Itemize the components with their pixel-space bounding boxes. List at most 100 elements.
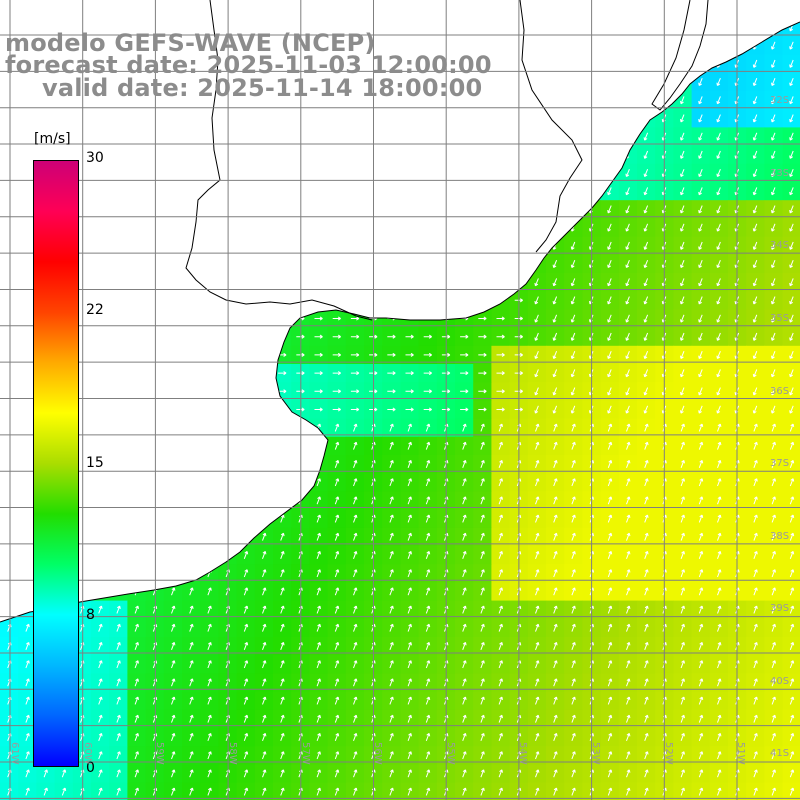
wind-arrow <box>425 660 431 669</box>
wind-arrow <box>698 714 704 723</box>
wind-arrow <box>98 733 103 741</box>
wind-arrow <box>626 478 631 487</box>
wind-arrow <box>405 371 414 376</box>
wind-arrow <box>407 769 412 778</box>
wind-arrow <box>423 352 432 357</box>
wind-arrow <box>753 714 758 723</box>
wind-arrow <box>171 642 176 650</box>
wind-arrow <box>98 769 103 778</box>
wind-arrow <box>789 496 795 505</box>
wind-arrow <box>171 660 176 669</box>
wind-arrow <box>334 733 340 741</box>
wind-arrow <box>680 478 685 487</box>
wind-arrow <box>116 714 121 723</box>
wind-arrow <box>480 551 485 559</box>
wind-arrow <box>189 678 194 687</box>
wind-arrow <box>314 407 323 412</box>
wind-arrow <box>389 696 394 705</box>
wind-arrow <box>717 441 722 450</box>
wind-arrow <box>571 532 576 541</box>
wind-arrow <box>716 169 721 178</box>
wind-arrow <box>644 696 649 705</box>
wind-arrow <box>789 478 795 487</box>
wind-arrow <box>698 332 703 341</box>
wind-arrow <box>316 551 321 559</box>
wind-arrow <box>643 169 649 178</box>
wind-arrow <box>478 407 487 412</box>
lat-label: 35S <box>770 313 790 324</box>
wind-arrow <box>771 114 776 123</box>
wind-arrow <box>553 441 558 450</box>
wind-arrow <box>134 623 139 632</box>
wind-arrow <box>462 587 467 596</box>
wind-arrow <box>789 405 794 414</box>
wind-arrow <box>570 351 576 360</box>
wind-arrow <box>607 314 612 323</box>
wind-arrow <box>243 733 249 741</box>
wind-arrow <box>207 714 212 723</box>
wind-arrow <box>116 678 121 687</box>
wind-arrow <box>332 389 341 394</box>
border-line <box>519 0 583 253</box>
wind-arrow <box>716 405 721 414</box>
wind-arrow <box>789 532 795 541</box>
wind-arrow <box>353 532 358 541</box>
wind-arrow <box>716 96 721 105</box>
wind-arrow <box>262 751 267 760</box>
wind-arrow <box>498 642 503 650</box>
wind-arrow <box>498 787 503 796</box>
wind-arrow <box>334 751 340 760</box>
wind-arrow <box>480 441 485 450</box>
wind-arrow <box>789 114 794 123</box>
wind-arrow <box>680 787 685 796</box>
wind-arrow <box>644 733 649 741</box>
wind-arrow <box>607 460 613 468</box>
wind-arrow <box>262 696 267 705</box>
wind-arrow <box>278 371 287 376</box>
wind-arrow <box>462 423 467 432</box>
wind-arrow <box>680 332 685 341</box>
wind-arrow <box>389 714 394 723</box>
lagoon-outline <box>651 0 709 111</box>
wind-arrow <box>553 514 558 523</box>
wind-arrow <box>405 407 414 412</box>
wind-arrow <box>425 696 431 705</box>
wind-arrow <box>571 733 576 741</box>
wind-arrow <box>498 478 503 487</box>
wind-arrow <box>752 332 758 341</box>
wind-arrow <box>316 751 321 760</box>
wind-arrow <box>753 678 758 687</box>
wind-arrow <box>25 642 30 650</box>
wind-arrow <box>607 387 612 396</box>
wind-arrow <box>334 642 340 650</box>
wind-arrow <box>789 314 794 323</box>
wind-arrow <box>680 514 685 523</box>
wind-arrow <box>407 787 412 796</box>
wind-arrow <box>607 733 613 741</box>
wind-arrow <box>334 587 340 596</box>
wind-arrow <box>498 733 503 741</box>
wind-arrow <box>771 769 776 778</box>
wind-arrow <box>496 352 505 357</box>
wind-arrow <box>316 587 321 596</box>
wind-arrow <box>553 460 558 468</box>
wind-arrow <box>353 714 358 723</box>
wind-arrow <box>607 787 613 796</box>
wind-arrow <box>570 332 576 341</box>
wind-arrow <box>625 332 630 341</box>
wind-arrow <box>771 96 776 105</box>
wind-arrow <box>553 642 558 650</box>
wind-arrow <box>571 678 576 687</box>
wind-arrow <box>680 223 685 232</box>
wind-arrow <box>771 169 776 178</box>
wind-arrow <box>571 423 576 432</box>
wind-arrow <box>280 787 285 796</box>
wind-arrow <box>243 787 249 796</box>
wind-arrow <box>789 569 795 578</box>
wind-arrow <box>716 351 721 360</box>
wind-arrow <box>789 150 794 159</box>
wind-arrow <box>116 660 121 669</box>
wind-arrow <box>753 478 758 487</box>
wind-arrow <box>771 205 776 214</box>
wind-arrow <box>425 587 431 596</box>
